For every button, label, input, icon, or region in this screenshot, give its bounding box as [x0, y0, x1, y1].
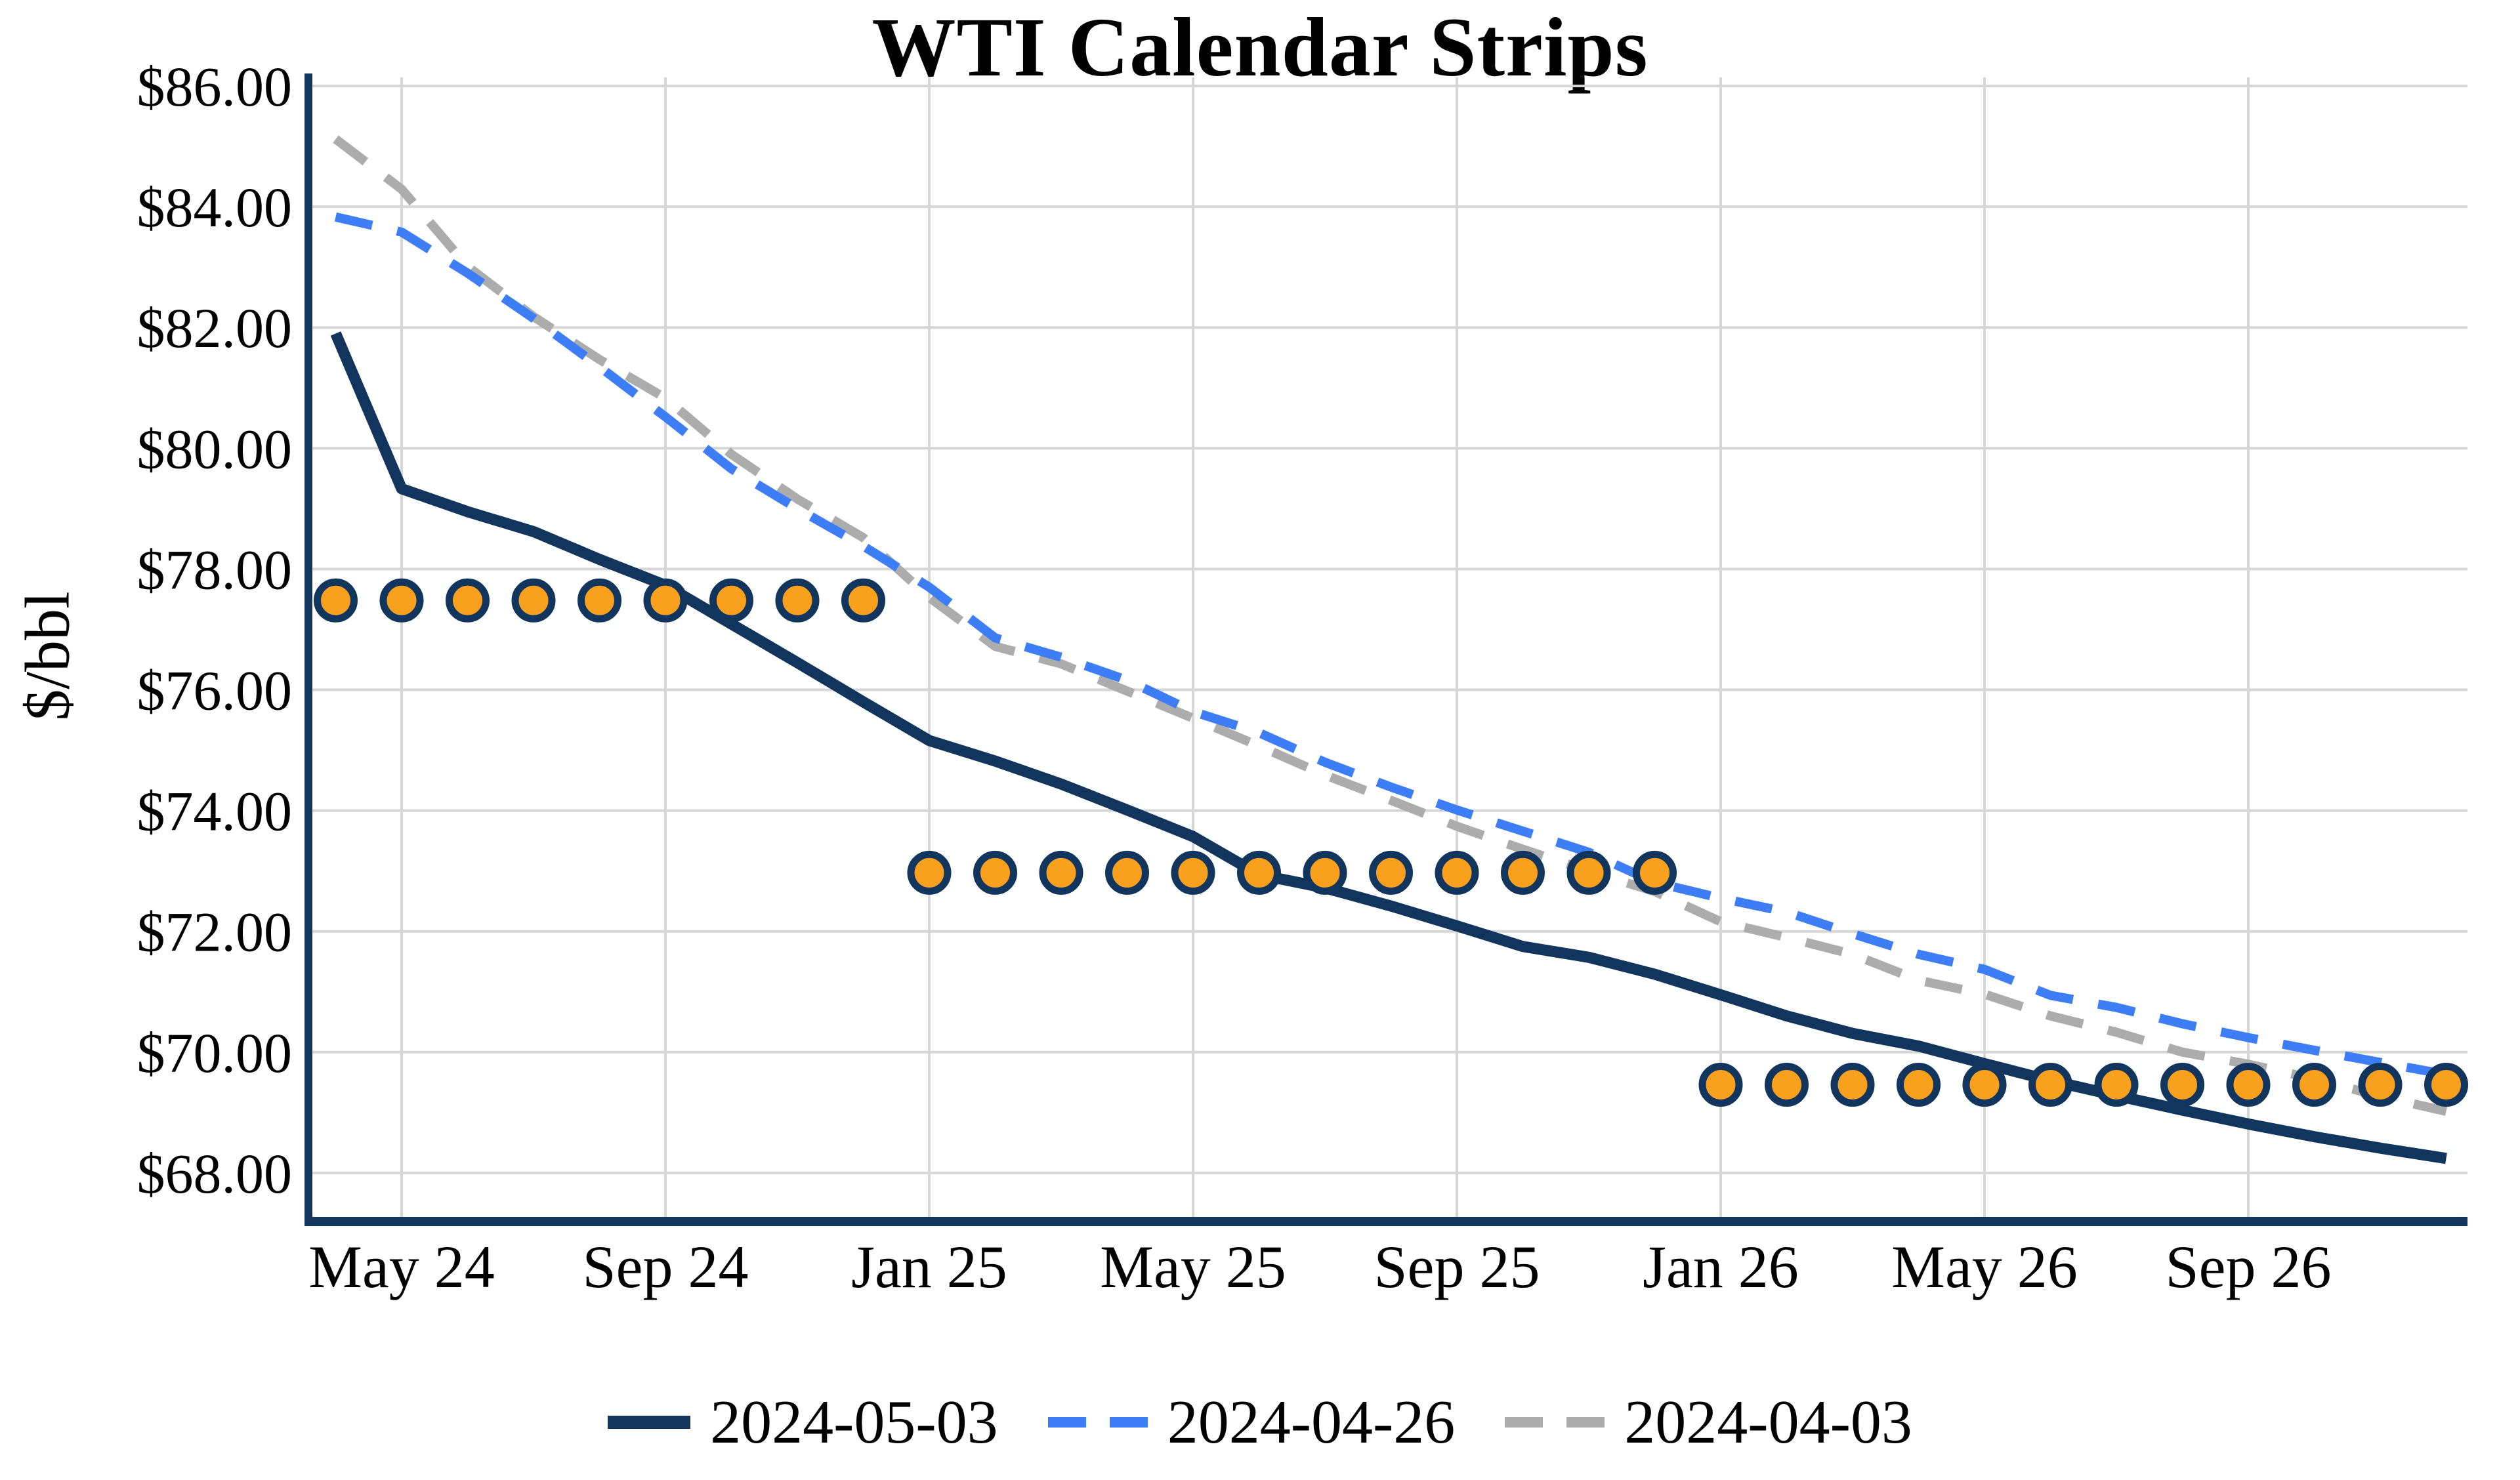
marker-dot-strip-2024: [511, 578, 556, 623]
marker-dot-strip-2026: [1830, 1063, 1875, 1107]
legend-item: 2024-05-03: [608, 1387, 998, 1458]
y-tick-label: $70.00: [137, 1021, 293, 1084]
legend: 2024-05-03 2024-04-26 2024-04-03: [0, 1387, 2520, 1458]
marker-dot-strip-2026: [2358, 1063, 2403, 1107]
marker-dot-strip-2026: [2424, 1063, 2468, 1107]
x-tick-label: Sep 24: [583, 1233, 749, 1300]
chart-title: WTI Calendar Strips: [872, 1, 1648, 94]
marker-dot-strip-2025: [1633, 850, 1677, 895]
series-line-2024-04-26: [334, 212, 2447, 1079]
y-tick-label: $68.00: [137, 1142, 293, 1205]
y-tick-label: $74.00: [137, 780, 293, 843]
marker-dot-strip-2025: [1501, 850, 1545, 895]
marker-dot-strip-2025: [1237, 850, 1281, 895]
marker-dot-strip-2025: [1039, 850, 1083, 895]
marker-dot-strip-2024: [578, 578, 621, 623]
marker-dot-strip-2024: [643, 578, 688, 623]
legend-dashed-line-icon: [1505, 1417, 1605, 1428]
legend-solid-line-icon: [608, 1416, 691, 1429]
marker-dot-strip-2026: [2160, 1063, 2204, 1107]
y-tick-label: $86.00: [137, 55, 293, 118]
marker-dot-strip-2024: [841, 578, 885, 623]
marker-dot-strip-2024: [446, 578, 490, 623]
x-tick-label: Jan 26: [1643, 1233, 1799, 1300]
marker-dot-strip-2025: [907, 850, 952, 895]
legend-item: 2024-04-26: [1047, 1387, 1456, 1458]
x-tick-label: Sep 25: [1374, 1233, 1540, 1300]
marker-dot-strip-2024: [775, 578, 820, 623]
marker-dot-strip-2026: [1962, 1063, 2007, 1107]
marker-dot-strip-2025: [1435, 850, 1479, 895]
marker-dot-strip-2026: [1897, 1063, 1941, 1107]
series-line-2024-05-03: [330, 331, 2447, 1164]
y-tick-label: $76.00: [137, 659, 293, 722]
legend-label: 2024-04-03: [1624, 1388, 1912, 1456]
marker-dot-strip-2026: [2292, 1063, 2336, 1107]
marker-dot-strip-2025: [1369, 850, 1413, 895]
marker-dot-strip-2026: [1698, 1063, 1743, 1107]
x-tick-label: Sep 26: [2166, 1233, 2332, 1300]
marker-dot-strip-2026: [2094, 1063, 2139, 1107]
marker-dot-strip-2025: [1566, 850, 1611, 895]
series-line-2024-04-03: [333, 135, 2448, 1116]
marker-dot-strip-2025: [973, 850, 1017, 895]
marker-dot-strip-2025: [1105, 850, 1149, 895]
marker-dot-strip-2024: [709, 578, 753, 623]
marker-dot-strip-2026: [1765, 1063, 1809, 1107]
x-tick-label: May 25: [1100, 1233, 1286, 1300]
x-tick-label: May 24: [308, 1233, 495, 1300]
marker-dot-strip-2026: [2028, 1063, 2072, 1107]
x-tick-label: May 26: [1891, 1233, 2078, 1300]
y-tick-label: $82.00: [137, 297, 293, 360]
legend-label: 2024-04-26: [1167, 1388, 1456, 1456]
legend-item: 2024-04-03: [1505, 1387, 1912, 1458]
y-tick-label: $84.00: [137, 176, 293, 239]
y-tick-label: $72.00: [137, 901, 293, 964]
marker-dot-strip-2026: [2226, 1063, 2271, 1107]
x-tick-label: Jan 25: [851, 1233, 1007, 1300]
marker-dot-strip-2025: [1171, 850, 1215, 895]
y-tick-label: $80.00: [137, 417, 293, 480]
y-tick-label: $78.00: [137, 538, 293, 601]
marker-dot-strip-2024: [314, 578, 358, 623]
marker-dot-strip-2024: [379, 578, 424, 623]
legend-dashed-line-icon: [1047, 1417, 1148, 1428]
legend-label: 2024-05-03: [710, 1388, 998, 1456]
marker-dot-strip-2025: [1303, 850, 1347, 895]
